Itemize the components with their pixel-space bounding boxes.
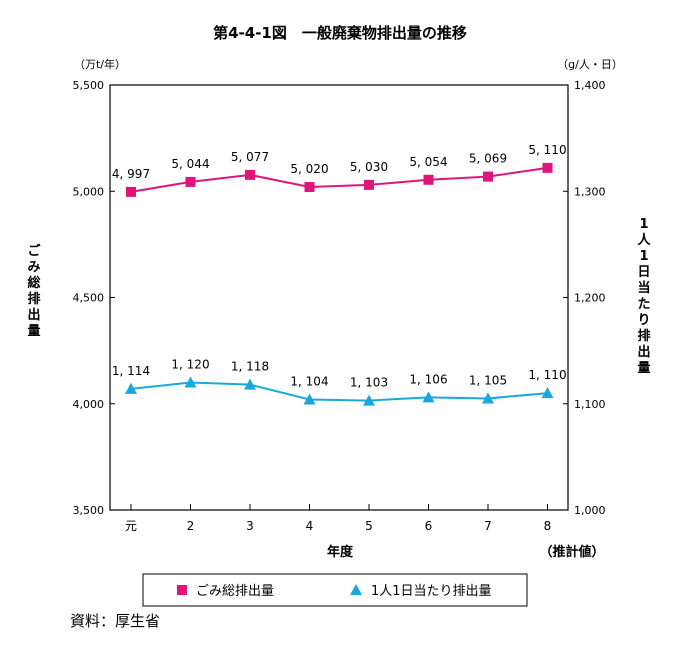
left-tick-label: 5,000 bbox=[73, 185, 105, 198]
series-line-1 bbox=[130, 381, 548, 402]
series-line-0 bbox=[130, 166, 548, 193]
data-label: 1, 105 bbox=[469, 373, 507, 387]
left-tick-label: 4,500 bbox=[73, 292, 105, 305]
data-label: 1, 118 bbox=[231, 360, 269, 374]
series-marker-square bbox=[542, 162, 553, 173]
axis-label-char: た bbox=[637, 297, 650, 312]
left-axis-label: ごみ総排出量 bbox=[27, 243, 41, 339]
axis-label-char: み bbox=[27, 260, 40, 275]
series-marker-triangle bbox=[125, 382, 137, 394]
left-tick-label: 4,000 bbox=[73, 398, 105, 411]
series-marker-square bbox=[304, 182, 315, 192]
left-tick-label: 5,500 bbox=[73, 79, 105, 92]
series-marker-triangle bbox=[244, 378, 256, 390]
x-tick-label: 2 bbox=[187, 519, 195, 533]
axis-label-char: 排 bbox=[637, 328, 650, 344]
data-label: 1, 106 bbox=[409, 372, 447, 386]
series-marker-triangle bbox=[482, 392, 494, 404]
axis-label-char: ご bbox=[27, 243, 41, 259]
series-marker-triangle bbox=[184, 376, 197, 388]
series-marker-square bbox=[245, 169, 255, 180]
data-label: 1, 103 bbox=[350, 376, 388, 390]
x-tick-label: 3 bbox=[246, 519, 254, 533]
series-marker-square bbox=[364, 179, 374, 190]
series-marker-square bbox=[423, 174, 434, 185]
right-tick-label: 1,200 bbox=[574, 292, 606, 305]
legend-triangle-marker bbox=[350, 584, 362, 595]
series-layer: 4, 997 5, 044 5, 077 5, 020 5, 030 5, 054 5, 0… bbox=[112, 143, 567, 406]
legend-label-total: ごみ総排出量 bbox=[196, 583, 274, 599]
right-tick-label: 1,000 bbox=[574, 504, 606, 517]
legend-frame bbox=[142, 573, 528, 607]
legend-square-marker bbox=[177, 585, 187, 595]
axis-label-char: 量 bbox=[27, 324, 40, 339]
x-tick-label: 8 bbox=[544, 519, 552, 533]
right-axis-label: 1 人 1 日当たり排出量 bbox=[637, 217, 651, 376]
axis-label-char: 量 bbox=[637, 361, 650, 376]
legend: ごみ総排出量 1人1日当たり排出量 bbox=[142, 573, 528, 607]
axis-label-char: 人 bbox=[637, 232, 651, 248]
axis-label-char: 総 bbox=[27, 275, 40, 291]
series-marker-triangle bbox=[541, 387, 554, 399]
x-axis: 元 2 3 4 5 6 7 8 bbox=[125, 504, 551, 533]
axis-label-char: 出 bbox=[27, 307, 40, 323]
data-label: 1, 104 bbox=[290, 375, 328, 389]
x-axis-label: 年度 bbox=[327, 544, 354, 560]
data-label: 1, 110 bbox=[528, 368, 566, 382]
x-tick-label: 7 bbox=[484, 519, 492, 533]
axis-label-char: 出 bbox=[637, 344, 650, 360]
left-axis-unit: （万t/年） bbox=[74, 57, 126, 71]
data-label: 5, 069 bbox=[469, 152, 507, 166]
right-axis: 1,000 1,100 1,200 1,300 1,400 bbox=[563, 79, 606, 517]
series-marker-triangle bbox=[422, 391, 435, 403]
axis-label-char: 当 bbox=[637, 280, 650, 296]
right-tick-label: 1,100 bbox=[574, 398, 606, 411]
axis-label-char: 日 bbox=[637, 265, 650, 280]
data-label: 5, 077 bbox=[231, 150, 269, 164]
x-tick-label: 6 bbox=[425, 519, 433, 533]
axis-label-char: 1 bbox=[639, 217, 648, 232]
series-marker-triangle bbox=[363, 394, 375, 406]
data-label: 4, 997 bbox=[112, 167, 150, 181]
data-label: 1, 120 bbox=[171, 358, 209, 372]
x-axis-note: （推計値） bbox=[539, 544, 604, 560]
left-tick-label: 3,500 bbox=[73, 504, 105, 517]
right-tick-label: 1,300 bbox=[574, 185, 606, 198]
series-marker-square bbox=[185, 176, 196, 187]
series-marker-square bbox=[483, 171, 493, 182]
legend-label-per-capita: 1人1日当たり排出量 bbox=[371, 584, 492, 599]
series-marker-triangle bbox=[303, 393, 316, 405]
plot-frame bbox=[109, 84, 569, 511]
axis-label-char: 排 bbox=[27, 291, 40, 307]
x-tick-label: 元 bbox=[125, 519, 137, 533]
data-label: 1, 114 bbox=[112, 364, 150, 378]
data-label: 5, 020 bbox=[290, 162, 328, 176]
data-label: 5, 044 bbox=[171, 157, 209, 171]
data-label: 5, 054 bbox=[409, 155, 447, 169]
left-axis: 3,500 4,000 4,500 5,000 5,500 bbox=[73, 79, 115, 517]
source-note: 資料：厚生省 bbox=[70, 612, 161, 630]
right-tick-label: 1,400 bbox=[574, 79, 606, 92]
right-axis-unit: （g/人・日） bbox=[557, 58, 623, 71]
data-label: 5, 110 bbox=[528, 143, 566, 157]
axis-label-char: 1 bbox=[639, 249, 648, 264]
chart-title: 第4-4-1図 一般廃棄物排出量の推移 bbox=[213, 24, 467, 42]
axis-label-char: り bbox=[637, 313, 650, 328]
series-marker-square bbox=[126, 186, 136, 197]
x-tick-label: 5 bbox=[365, 519, 373, 533]
x-tick-label: 4 bbox=[306, 519, 314, 533]
data-label: 5, 030 bbox=[350, 160, 388, 174]
